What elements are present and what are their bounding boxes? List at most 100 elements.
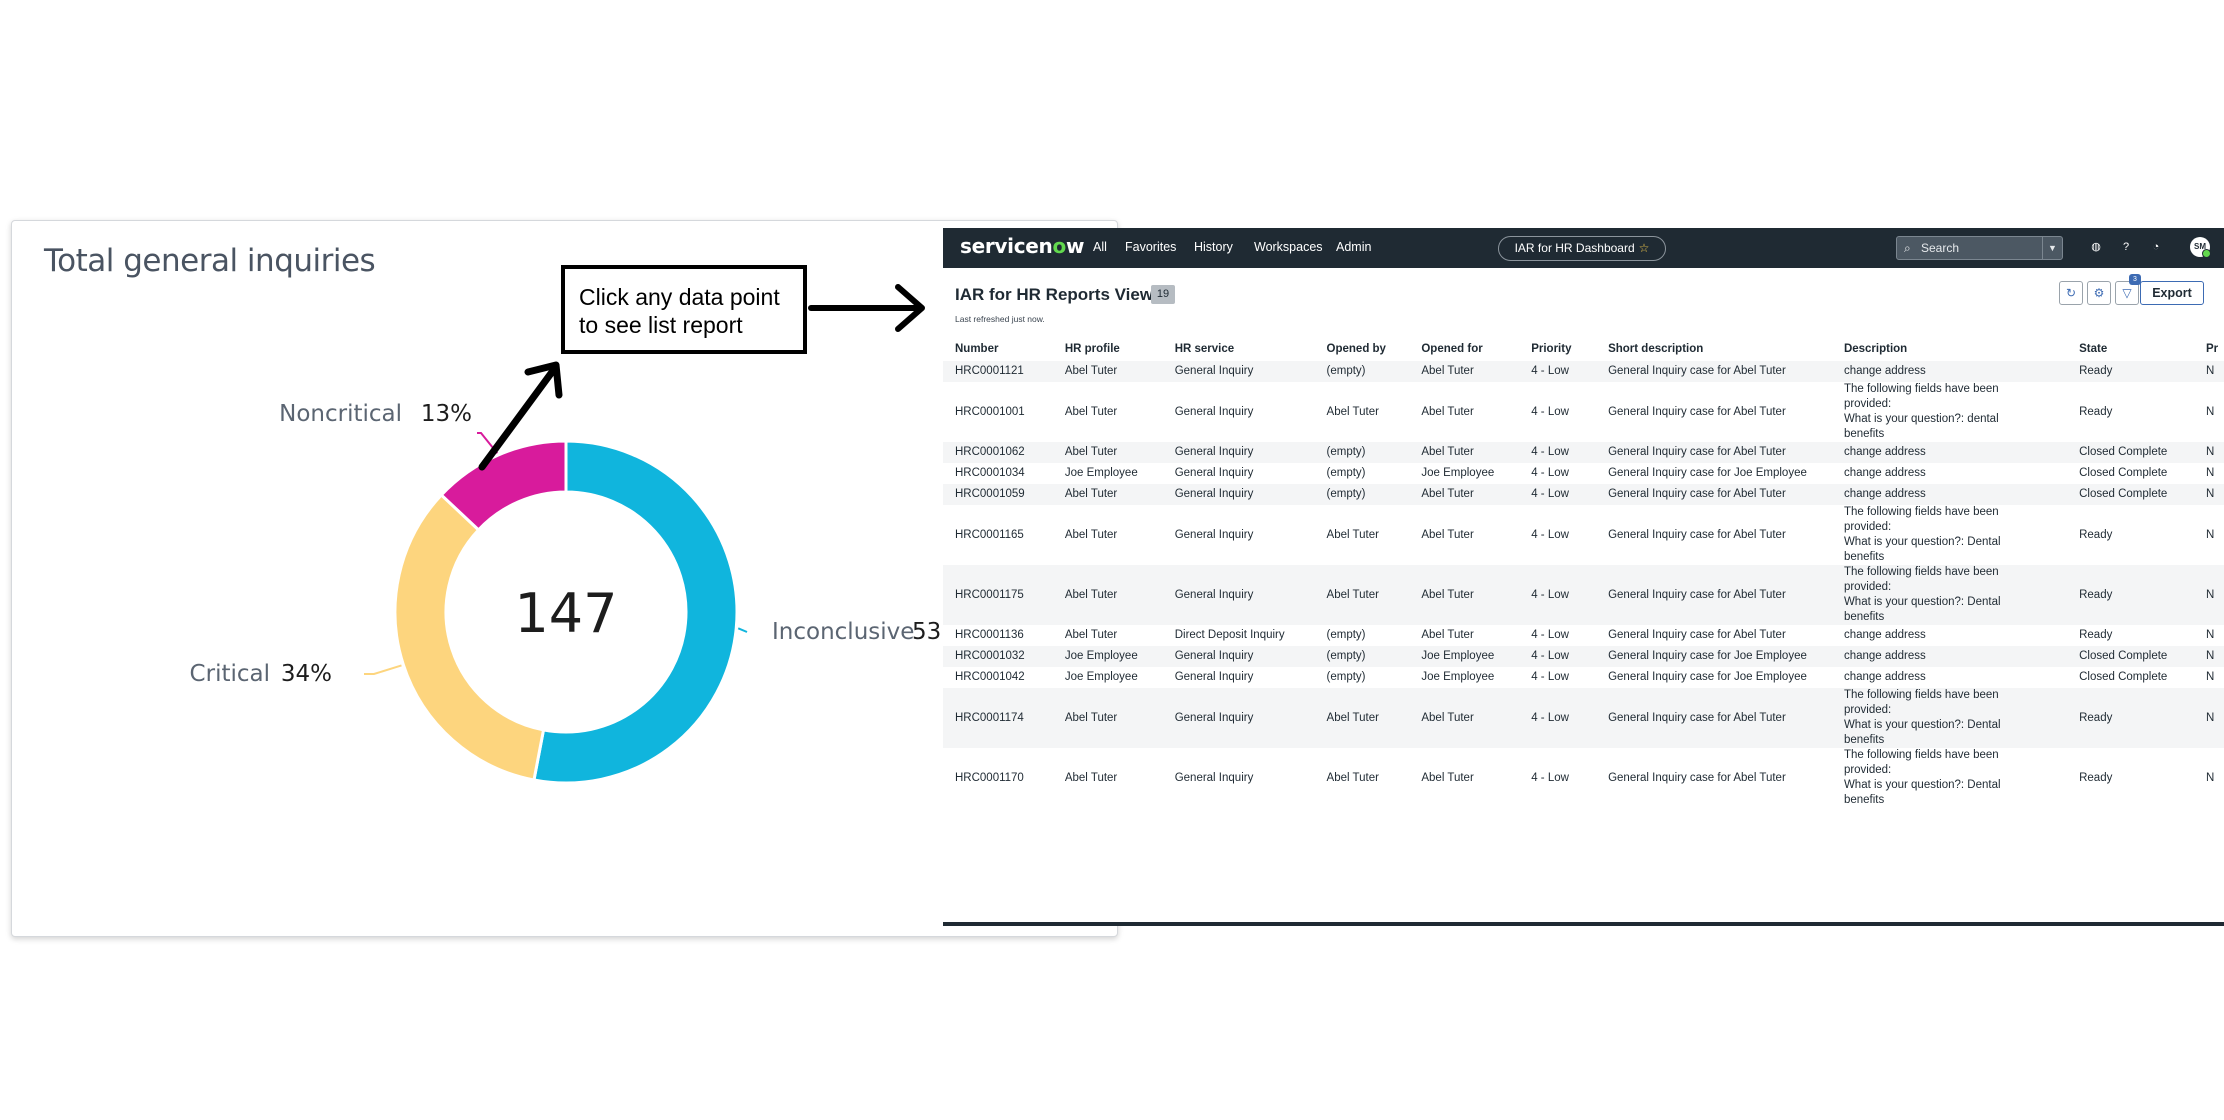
case-number-link[interactable]: HRC0001034 — [943, 463, 1053, 484]
slice-value-noncritical[interactable]: 13% — [421, 401, 472, 427]
table-cell: Closed Complete — [2067, 484, 2194, 505]
card-title: Total general inquiries — [44, 243, 376, 279]
bell-icon[interactable]: ◔ — [2152, 241, 2160, 253]
table-cell: Abel Tuter — [1409, 382, 1520, 442]
table-cell: Abel Tuter — [1052, 505, 1163, 565]
settings-button[interactable]: ⚙ — [2087, 281, 2111, 305]
table-cell: General Inquiry case for Abel Tuter — [1596, 688, 1832, 748]
table-cell: Direct Deposit Inquiry — [1162, 625, 1315, 646]
slice-label-inconclusive[interactable]: Inconclusive — [772, 619, 914, 645]
column-header[interactable]: Description — [1843, 342, 1908, 355]
case-number-link[interactable]: HRC0001165 — [943, 505, 1053, 565]
case-number-link[interactable]: HRC0001059 — [943, 484, 1053, 505]
table-cell: General Inquiry — [1162, 484, 1315, 505]
table-cell: Closed Complete — [2067, 442, 2194, 463]
nav-history[interactable]: History — [1194, 240, 1233, 254]
export-button[interactable]: Export — [2140, 281, 2204, 305]
table-cell: General Inquiry — [1162, 463, 1315, 484]
table-cell: N — [2193, 382, 2224, 442]
table-cell: Abel Tuter — [1052, 442, 1163, 463]
globe-icon[interactable]: ◍ — [2091, 241, 2101, 253]
column-header[interactable]: State — [2079, 342, 2108, 355]
table-cell: Abel Tuter — [1409, 688, 1520, 748]
table-cell: Joe Employee — [1052, 463, 1163, 484]
case-number-link[interactable]: HRC0001175 — [943, 565, 1053, 625]
case-number-link[interactable]: HRC0001121 — [943, 361, 1053, 382]
table-cell: Joe Employee — [1052, 667, 1163, 688]
search-input[interactable]: ⌕ Search ▼ — [1896, 236, 2063, 260]
column-header[interactable]: Short description — [1608, 342, 1704, 355]
nav-all[interactable]: All — [1093, 240, 1107, 254]
star-icon[interactable]: ☆ — [1638, 241, 1650, 255]
table-row[interactable]: HRC0001034 Joe Employee General Inquiry (em… — [943, 463, 2224, 484]
case-number-link[interactable]: HRC0001032 — [943, 646, 1053, 667]
table-cell: Ready — [2067, 688, 2194, 748]
chevron-down-icon[interactable]: ▼ — [2042, 237, 2062, 259]
case-number-link[interactable]: HRC0001174 — [943, 688, 1053, 748]
column-header[interactable]: Pr — [2205, 342, 2219, 355]
table-cell: Ready — [2067, 565, 2194, 625]
table-row[interactable]: HRC0001170 Abel Tuter General Inquiry Abel … — [943, 748, 2224, 808]
column-header[interactable]: HR profile — [1064, 342, 1120, 355]
donut-slice-critical[interactable] — [393, 492, 546, 782]
nav-admin[interactable]: Admin — [1336, 240, 1372, 254]
donut-slice-inconclusive[interactable] — [532, 439, 739, 785]
help-icon[interactable]: ? — [2122, 241, 2130, 253]
table-cell: Abel Tuter — [1409, 361, 1520, 382]
avatar[interactable]: SM — [2190, 237, 2211, 258]
donut-center-value: 147 — [514, 582, 617, 645]
case-number-link[interactable]: HRC0001001 — [943, 382, 1053, 442]
table-cell: General Inquiry case for Abel Tuter — [1596, 748, 1832, 808]
slice-value-inconclusive[interactable]: 53 — [912, 619, 941, 645]
slice-label-critical[interactable]: Critical — [190, 661, 270, 687]
table-cell: Abel Tuter — [1052, 565, 1163, 625]
servicenow-logo[interactable]: servicenow — [960, 234, 1085, 258]
table-cell: N — [2193, 505, 2224, 565]
case-number-link[interactable]: HRC0001170 — [943, 748, 1053, 808]
column-header[interactable]: Opened by — [1326, 342, 1386, 355]
table-row[interactable]: HRC0001042 Joe Employee General Inquiry (em… — [943, 667, 2224, 688]
table-cell: Abel Tuter — [1409, 565, 1520, 625]
slice-value-critical[interactable]: 34% — [281, 661, 332, 687]
table-cell: 4 - Low — [1519, 625, 1597, 646]
case-number-link[interactable]: HRC0001136 — [943, 625, 1053, 646]
nav-favorites[interactable]: Favorites — [1125, 240, 1177, 254]
nav-workspaces[interactable]: Workspaces — [1254, 240, 1323, 254]
table-row[interactable]: HRC0001175 Abel Tuter General Inquiry Abel … — [943, 565, 2224, 625]
table-cell: N — [2193, 484, 2224, 505]
column-header[interactable]: Priority — [1531, 342, 1572, 355]
table-cell: Abel Tuter — [1409, 442, 1520, 463]
slice-label-noncritical[interactable]: Noncritical — [279, 401, 402, 427]
table-cell: General Inquiry case for Abel Tuter — [1596, 505, 1832, 565]
table-cell: (empty) — [1314, 484, 1410, 505]
column-header[interactable]: Number — [955, 342, 999, 355]
column-header[interactable]: HR service — [1174, 342, 1235, 355]
filter-button[interactable]: ▽ — [2115, 281, 2139, 305]
table-row[interactable]: HRC0001001 Abel Tuter General Inquiry Abel … — [943, 382, 2224, 442]
table-cell: Abel Tuter — [1314, 565, 1410, 625]
dashboard-pill[interactable]: IAR for HR Dashboard ☆ — [1498, 236, 1666, 261]
table-cell: 4 - Low — [1519, 748, 1597, 808]
table-cell: (empty) — [1314, 361, 1410, 382]
servicenow-panel: servicenow All Favorites History Workspa… — [943, 228, 2224, 926]
table-row[interactable]: HRC0001174 Abel Tuter General Inquiry Abel … — [943, 688, 2224, 748]
table-cell: General Inquiry case for Joe Employee — [1596, 667, 1832, 688]
table-row[interactable]: HRC0001121 Abel Tuter General Inquiry (empt… — [943, 361, 2224, 382]
table-cell: N — [2193, 625, 2224, 646]
refresh-button[interactable]: ↻ — [2059, 281, 2083, 305]
case-number-link[interactable]: HRC0001062 — [943, 442, 1053, 463]
table-cell: General Inquiry — [1162, 361, 1315, 382]
table-row[interactable]: HRC0001136 Abel Tuter Direct Deposit Inqui… — [943, 625, 2224, 646]
table-cell: Ready — [2067, 625, 2194, 646]
column-header[interactable]: Opened for — [1421, 342, 1483, 355]
table-row[interactable]: HRC0001059 Abel Tuter General Inquiry (empt… — [943, 484, 2224, 505]
table-row[interactable]: HRC0001062 Abel Tuter General Inquiry (empt… — [943, 442, 2224, 463]
table-cell: 4 - Low — [1519, 463, 1597, 484]
table-row[interactable]: HRC0001165 Abel Tuter General Inquiry Abel … — [943, 505, 2224, 565]
case-number-link[interactable]: HRC0001042 — [943, 667, 1053, 688]
table-cell: N — [2193, 463, 2224, 484]
leader-line-critical — [364, 664, 402, 675]
table-cell: Abel Tuter — [1409, 748, 1520, 808]
table-row[interactable]: HRC0001032 Joe Employee General Inquiry (em… — [943, 646, 2224, 667]
table-cell: General Inquiry — [1162, 382, 1315, 442]
